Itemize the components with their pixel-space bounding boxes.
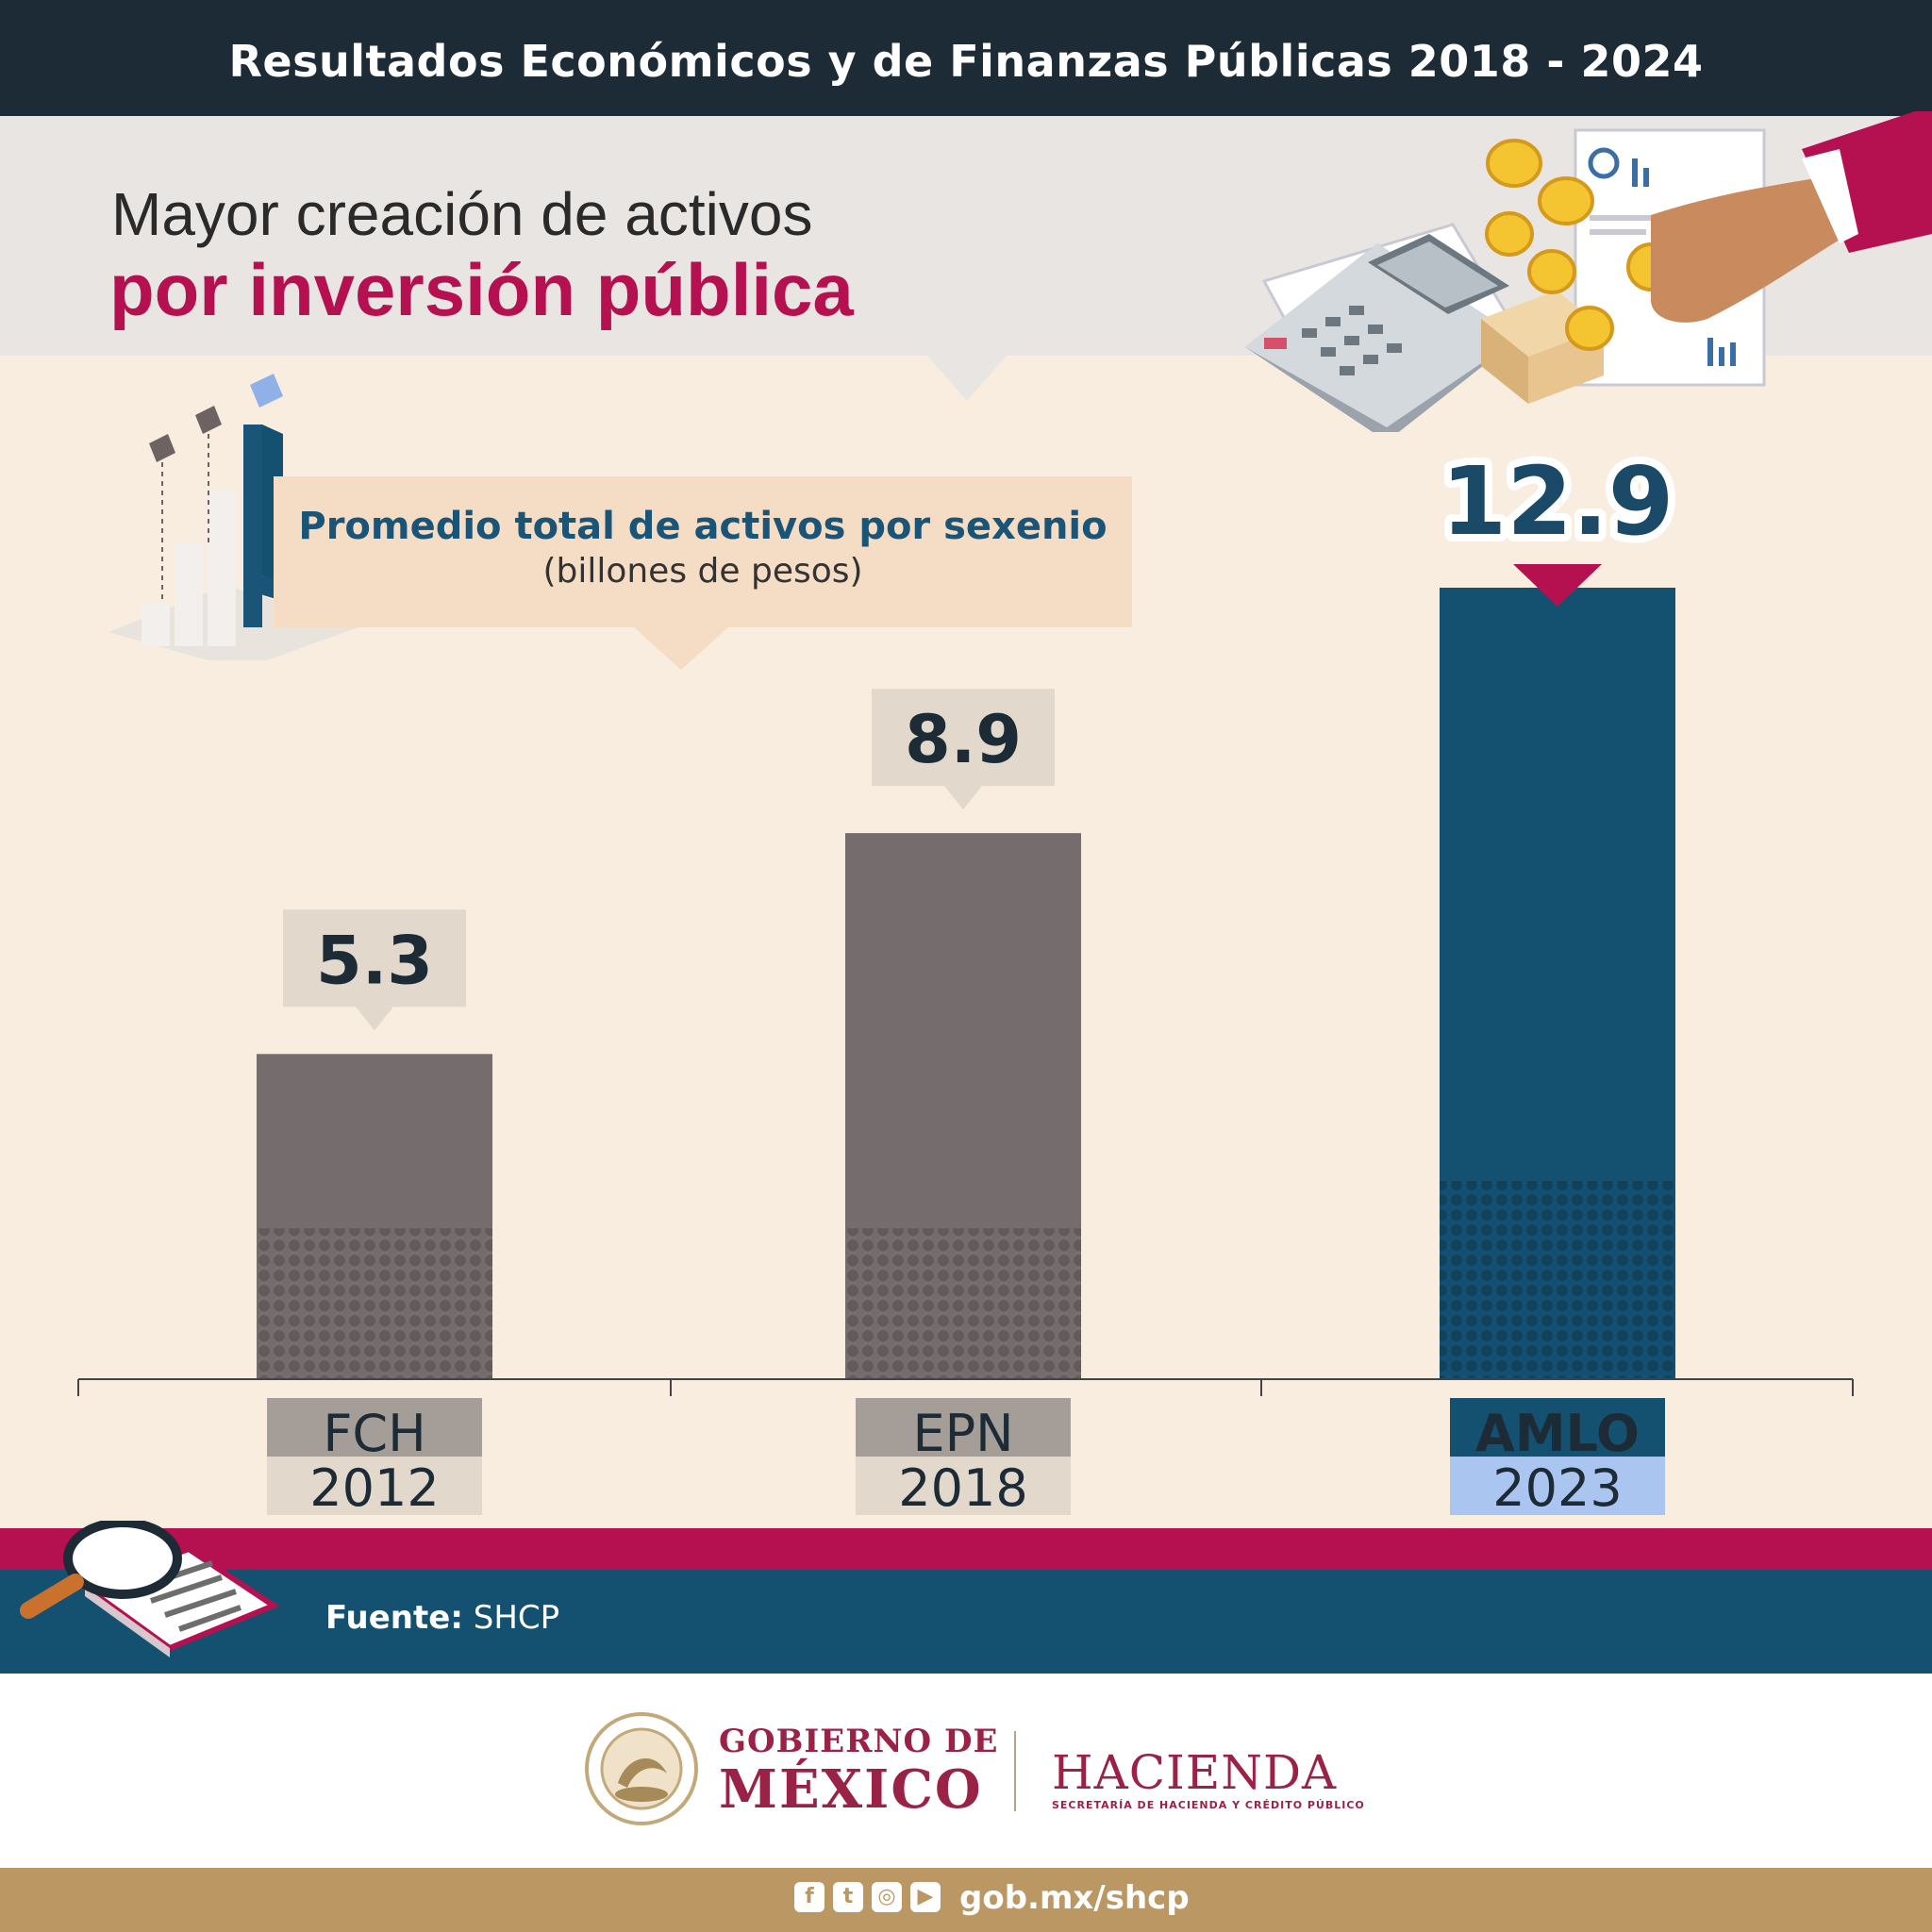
value-label-outline: 12.9 — [1441, 446, 1674, 557]
bottom-bar — [0, 1868, 1932, 1932]
legend-notch — [634, 627, 728, 670]
page-title: Mayor creación de activos — [111, 180, 813, 248]
header-notch — [927, 356, 1007, 401]
legend-box — [274, 476, 1132, 627]
finance-illustration — [1245, 111, 1932, 432]
hand-icon — [1651, 111, 1932, 323]
category-label-box — [856, 1398, 1071, 1457]
hacienda-logo: HACIENDA — [1052, 1745, 1338, 1800]
bar-group — [257, 1054, 492, 1379]
coin-box-icon — [1481, 291, 1604, 357]
gobierno-logo-line1: GOBIERNO DE — [719, 1723, 999, 1760]
hacienda-subtitle: SECRETARÍA DE HACIENDA Y CRÉDITO PÚBLICO — [1052, 1799, 1365, 1811]
value-label-box — [872, 689, 1055, 787]
divider-stripe — [0, 1528, 1932, 1570]
youtube-icon[interactable]: ▶ — [910, 1882, 941, 1912]
bar-group — [845, 833, 1081, 1379]
bar-halftone — [1440, 1181, 1675, 1379]
category-label-box — [1450, 1398, 1665, 1457]
instagram-icon[interactable]: ◎ — [872, 1882, 902, 1912]
category-label-box — [267, 1398, 482, 1457]
chart-legend-units: (billones de pesos) — [542, 552, 863, 591]
facebook-icon[interactable]: f — [794, 1882, 824, 1912]
year-label-box — [856, 1457, 1071, 1515]
face-icon — [149, 374, 283, 462]
value-label: 12.9 — [1441, 446, 1674, 557]
year-label-box — [1450, 1457, 1665, 1515]
report-title: Resultados Económicos y de Finanzas Públ… — [228, 36, 1704, 87]
footer-logos — [0, 1674, 1932, 1868]
magnifier-document-icon — [20, 1521, 280, 1657]
website-link[interactable]: gob.mx/shcp — [959, 1879, 1190, 1917]
source-label: Fuente: — [325, 1599, 463, 1637]
year-label: 2023 — [1492, 1458, 1622, 1518]
top-banner — [0, 0, 1932, 116]
twitter-icon[interactable]: t — [833, 1882, 863, 1912]
category-label: EPN — [912, 1404, 1013, 1463]
year-label-box — [267, 1457, 482, 1515]
chart-legend-title: Promedio total de activos por sexenio — [298, 505, 1108, 548]
category-label: AMLO — [1475, 1404, 1640, 1463]
calculator-icon — [1245, 234, 1519, 432]
source-band — [0, 1570, 1932, 1674]
year-label: 2018 — [898, 1458, 1027, 1518]
source-note: Fuente: SHCP — [325, 1599, 559, 1637]
bar-halftone — [845, 1228, 1081, 1379]
bar-halftone — [257, 1228, 492, 1379]
value-label-box — [283, 909, 466, 1008]
social-links: f t ◎ ▶ — [794, 1882, 941, 1912]
value-label: 5.3 — [316, 922, 433, 999]
value-pointer — [1513, 564, 1602, 607]
growth-bars-illustration — [108, 374, 377, 660]
bar-group — [1440, 588, 1675, 1379]
value-label-pointer — [944, 786, 982, 810]
value-label: 8.9 — [905, 701, 1022, 778]
gobierno-logo-line2: MÉXICO — [719, 1758, 983, 1821]
page-title-highlight: por inversión pública — [109, 248, 854, 331]
source-value: SHCP — [473, 1599, 560, 1637]
value-label-pointer — [356, 1007, 393, 1031]
year-label: 2012 — [309, 1458, 439, 1518]
category-label: FCH — [323, 1404, 425, 1463]
coat-of-arms-seal-icon — [585, 1712, 698, 1825]
logo-divider — [1014, 1731, 1016, 1811]
